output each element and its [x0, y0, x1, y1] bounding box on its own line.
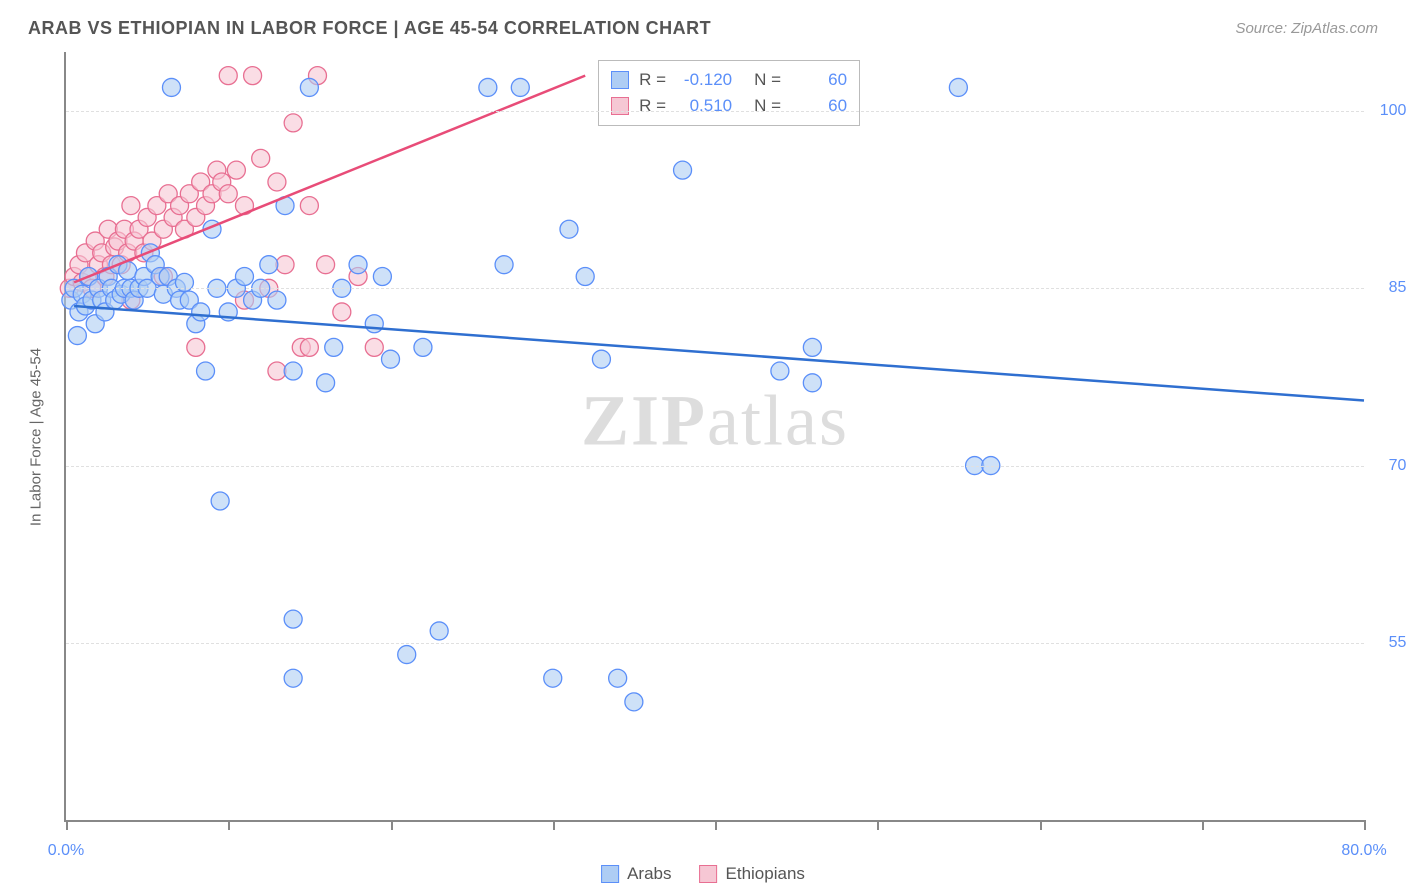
- scatter-point: [300, 338, 318, 356]
- scatter-point: [803, 338, 821, 356]
- legend-label-arabs: Arabs: [627, 864, 671, 884]
- scatter-point: [268, 291, 286, 309]
- scatter-point: [317, 256, 335, 274]
- trend-line: [74, 76, 585, 283]
- source-label: Source: ZipAtlas.com: [1235, 20, 1378, 37]
- scatter-point: [268, 362, 286, 380]
- scatter-point: [260, 256, 278, 274]
- scatter-point: [495, 256, 513, 274]
- scatter-point: [544, 669, 562, 687]
- scatter-point: [300, 197, 318, 215]
- scatter-point: [373, 267, 391, 285]
- n-value-ethiopians: 60: [791, 96, 847, 116]
- x-tick-label: 0.0%: [48, 842, 84, 860]
- scatter-point: [674, 161, 692, 179]
- scatter-point: [276, 256, 294, 274]
- scatter-point: [576, 267, 594, 285]
- n-value-arabs: 60: [791, 70, 847, 90]
- scatter-point: [430, 622, 448, 640]
- swatch-arabs: [611, 71, 629, 89]
- scatter-point: [284, 610, 302, 628]
- y-axis-label: In Labor Force | Age 45-54: [28, 348, 45, 526]
- scatter-point: [268, 173, 286, 191]
- swatch-ethiopians-bottom: [700, 865, 718, 883]
- r-label-arabs: R =: [639, 70, 666, 90]
- scatter-point: [187, 338, 205, 356]
- scatter-point: [252, 149, 270, 167]
- scatter-point: [609, 669, 627, 687]
- scatter-point: [227, 161, 245, 179]
- scatter-point: [192, 303, 210, 321]
- r-label-ethiopians: R =: [639, 96, 666, 116]
- scatter-point: [625, 693, 643, 711]
- legend-item-ethiopians: Ethiopians: [700, 864, 805, 884]
- scatter-point: [365, 315, 383, 333]
- scatter-point: [300, 78, 318, 96]
- legend-row-ethiopians: R = 0.510 N = 60: [611, 93, 847, 119]
- scatter-point: [284, 669, 302, 687]
- n-label-arabs: N =: [754, 70, 781, 90]
- swatch-arabs-bottom: [601, 865, 619, 883]
- scatter-point: [68, 327, 86, 345]
- scatter-point: [398, 646, 416, 664]
- legend-label-ethiopians: Ethiopians: [726, 864, 805, 884]
- scatter-point: [284, 114, 302, 132]
- scatter-point: [325, 338, 343, 356]
- correlation-legend: R = -0.120 N = 60 R = 0.510 N = 60: [598, 60, 860, 126]
- bottom-legend: Arabs Ethiopians: [601, 864, 805, 884]
- scatter-point: [122, 197, 140, 215]
- scatter-point: [244, 67, 262, 85]
- r-value-arabs: -0.120: [676, 70, 732, 90]
- scatter-point: [235, 267, 253, 285]
- x-tick-label: 80.0%: [1341, 842, 1386, 860]
- scatter-point: [349, 256, 367, 274]
- scatter-point: [317, 374, 335, 392]
- y-tick-label: 100.0%: [1370, 102, 1406, 120]
- plot-svg: [66, 52, 1364, 820]
- chart-title: ARAB VS ETHIOPIAN IN LABOR FORCE | AGE 4…: [28, 18, 711, 39]
- scatter-point: [414, 338, 432, 356]
- swatch-ethiopians: [611, 97, 629, 115]
- scatter-point: [592, 350, 610, 368]
- r-value-ethiopians: 0.510: [676, 96, 732, 116]
- scatter-point: [511, 78, 529, 96]
- scatter-point: [771, 362, 789, 380]
- scatter-point: [162, 78, 180, 96]
- legend-row-arabs: R = -0.120 N = 60: [611, 67, 847, 93]
- scatter-point: [211, 492, 229, 510]
- plot-area: ZIPatlas R = -0.120 N = 60 R = 0.510 N =…: [64, 52, 1364, 822]
- scatter-point: [197, 362, 215, 380]
- scatter-point: [365, 338, 383, 356]
- legend-item-arabs: Arabs: [601, 864, 671, 884]
- n-label-ethiopians: N =: [754, 96, 781, 116]
- scatter-point: [803, 374, 821, 392]
- chart-container: In Labor Force | Age 45-54 ZIPatlas R = …: [44, 52, 1384, 822]
- scatter-point: [219, 67, 237, 85]
- scatter-point: [333, 303, 351, 321]
- scatter-point: [949, 78, 967, 96]
- scatter-point: [284, 362, 302, 380]
- scatter-point: [382, 350, 400, 368]
- y-tick-label: 70.0%: [1370, 457, 1406, 475]
- y-tick-label: 85.0%: [1370, 279, 1406, 297]
- scatter-point: [560, 220, 578, 238]
- scatter-point: [219, 185, 237, 203]
- y-tick-label: 55.0%: [1370, 634, 1406, 652]
- scatter-point: [479, 78, 497, 96]
- trend-line: [74, 306, 1364, 401]
